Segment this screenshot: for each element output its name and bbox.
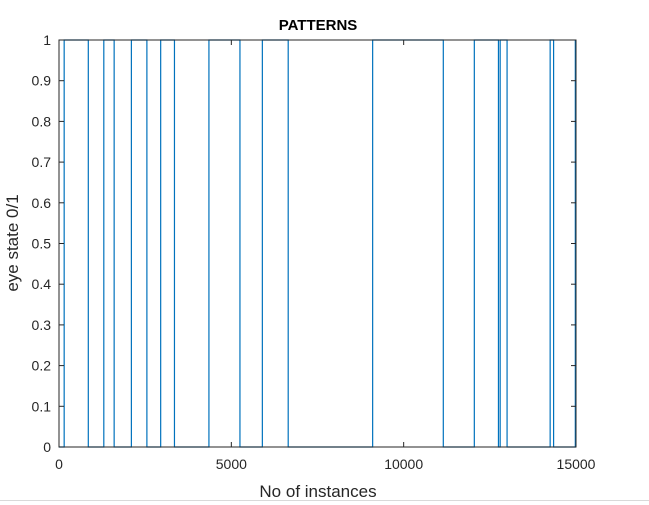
y-tick-label: 0.7 [32,154,52,170]
tick-labels: 0 5000 10000 15000 0 0.1 0.2 0.3 0.4 0.5 0.6 0.7 0.8… [32,32,596,472]
y-tick-label: 1 [43,32,51,48]
y-tick-label: 0 [43,439,51,455]
figure-bottom-divider [0,500,649,501]
y-tick-label: 0.4 [32,276,52,292]
x-tick-label: 15000 [557,456,596,472]
y-axis-title: eye state 0/1 [3,194,22,291]
y-tick-label: 0.1 [32,398,52,414]
x-tick-label: 10000 [384,456,423,472]
x-tick-label: 0 [55,456,63,472]
x-axis-title: No of instances [259,482,376,501]
y-tick-label: 0.2 [32,358,52,374]
y-tick-label: 0.9 [32,73,52,89]
x-tick-label: 5000 [216,456,247,472]
y-tick-label: 0.8 [32,113,52,129]
plot-area [58,39,577,448]
chart-title: PATTERNS [279,17,358,34]
y-tick-label: 0.5 [32,236,52,252]
axis-ticks [58,39,577,448]
axes-background [59,40,576,447]
y-tick-label: 0.6 [32,195,52,211]
y-tick-label: 0.3 [32,317,52,333]
